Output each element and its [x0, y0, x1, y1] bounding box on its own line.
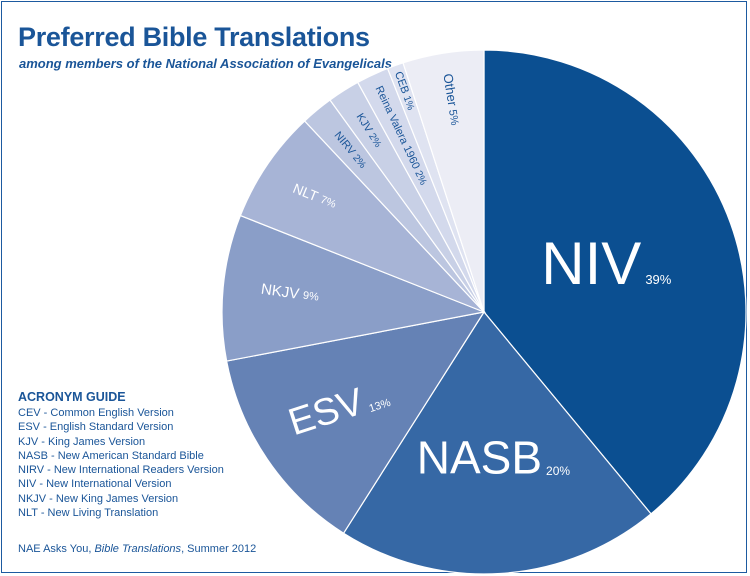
- pie-slice-esv: [225, 311, 486, 535]
- acronym-item: ESV - English Standard Version: [18, 421, 174, 434]
- acronym-guide-title: ACRONYM GUIDE: [18, 390, 126, 404]
- acronym-item: CEV - Common English Version: [18, 407, 174, 419]
- acronym-item: NIV - New International Version: [18, 478, 172, 491]
- pie-slice-other: [402, 49, 485, 313]
- pie-slice-nkjv: [221, 214, 487, 362]
- pie-slice-nlt: [239, 120, 485, 313]
- pie-slice-nasb: [342, 310, 652, 575]
- slice-label-other: Other 5%: [440, 73, 463, 127]
- acronym-item: NIRV - New International Readers Version: [18, 464, 224, 477]
- source-note: NAE Asks You, Bible Translations, Summer…: [18, 543, 256, 555]
- slice-label-nasb: NASB 20%: [417, 432, 571, 484]
- slice-label-nkjv: NKJV 9%: [260, 281, 320, 306]
- source-prefix: NAE Asks You,: [18, 543, 95, 555]
- acronym-item: NKJV - New King James Version: [18, 492, 179, 505]
- acronym-item: NLT - New Living Translation: [18, 507, 159, 520]
- source-publication: Bible Translations: [94, 543, 182, 555]
- source-suffix: , Summer 2012: [181, 543, 257, 555]
- acronym-guide: ACRONYM GUIDE CEV - Common English Versi…: [18, 390, 224, 520]
- acronym-item: KJV - King James Version: [18, 435, 146, 448]
- chart-title: Preferred Bible Translations: [18, 22, 370, 52]
- chart-subtitle: among members of the National Associatio…: [19, 56, 392, 71]
- acronym-item: NASB - New American Standard Bible: [18, 449, 204, 462]
- slice-label-niv: NIV 39%: [541, 230, 671, 297]
- pie-slice-niv: [483, 49, 747, 515]
